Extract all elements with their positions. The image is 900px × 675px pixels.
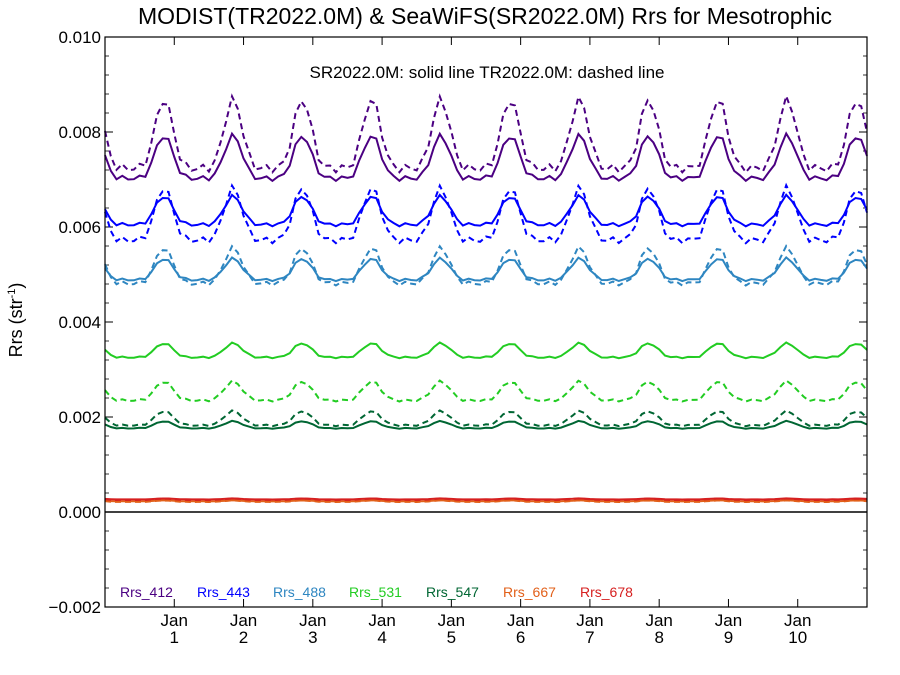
series-rrs_667-solid <box>104 499 868 503</box>
x-tick-label-month: Jan <box>645 611 672 630</box>
x-tick-label-month: Jan <box>438 611 465 630</box>
series-rrs_488-solid <box>104 255 868 283</box>
series-rrs_547-dashed <box>104 409 868 428</box>
x-tick-label-year: 7 <box>585 628 594 647</box>
y-tick-label: 0.010 <box>58 28 101 47</box>
y-axis-label: Rrs (str-1) <box>6 283 26 358</box>
legend-rrs_531: Rrs_531 <box>349 584 402 600</box>
x-tick-label-month: Jan <box>507 611 534 630</box>
series-rrs_531-dashed <box>104 379 868 403</box>
y-tick-label: 0.000 <box>58 503 101 522</box>
legend-rrs_547: Rrs_547 <box>426 584 479 600</box>
series-rrs_412-solid <box>104 131 868 183</box>
x-tick-label-year: 9 <box>724 628 733 647</box>
series-rrs_547-solid <box>104 419 868 430</box>
x-tick-label-year: 10 <box>788 628 807 647</box>
series-rrs_531-solid <box>104 341 868 360</box>
y-tick-label: 0.002 <box>58 408 101 427</box>
y-tick-label: −0.002 <box>49 598 101 617</box>
series-group <box>104 92 868 513</box>
x-tick-label-year: 5 <box>447 628 456 647</box>
y-tick-label: 0.008 <box>58 123 101 142</box>
legend-rrs_667: Rrs_667 <box>503 584 556 600</box>
x-tick-label-year: 8 <box>654 628 663 647</box>
legend-rrs_443: Rrs_443 <box>197 584 250 600</box>
y-tick-label: 0.006 <box>58 218 101 237</box>
x-tick-label-year: 2 <box>239 628 248 647</box>
x-tick-label-month: Jan <box>715 611 742 630</box>
plot-frame <box>104 36 868 608</box>
y-axis-label-main: Rrs (str <box>6 298 26 357</box>
chart-title: MODIST(TR2022.0M) & SeaWiFS(SR2022.0M) R… <box>138 3 832 29</box>
x-tick-label-month: Jan <box>161 611 188 630</box>
series-rrs_443-solid <box>104 193 868 228</box>
x-tick-label-year: 6 <box>516 628 525 647</box>
series-rrs_488-dashed <box>104 244 868 287</box>
x-tick-label-year: 4 <box>377 628 386 647</box>
x-tick-label-year: 1 <box>170 628 179 647</box>
y-axis-label-end: ) <box>6 283 26 289</box>
x-tick-label-month: Jan <box>784 611 811 630</box>
y-axis-label-sup: -1 <box>6 289 18 299</box>
series-rrs_412-dashed <box>104 92 868 174</box>
series-rrs_678-solid <box>104 497 868 501</box>
x-tick-label-year: 3 <box>308 628 317 647</box>
series-rrs_443-dashed <box>104 182 868 245</box>
legend-rrs_488: Rrs_488 <box>273 584 326 600</box>
legend-rrs_412: Rrs_412 <box>120 584 173 600</box>
legend: Rrs_412 Rrs_443 Rrs_488 Rrs_531 Rrs_547 Rrs_6… <box>120 584 633 600</box>
x-tick-label-month: Jan <box>576 611 603 630</box>
x-tick-label-month: Jan <box>230 611 257 630</box>
x-tick-label-month: Jan <box>368 611 395 630</box>
chart-subtitle: SR2022.0M: solid line TR2022.0M: dashed … <box>309 63 664 82</box>
legend-rrs_678: Rrs_678 <box>580 584 633 600</box>
y-ticks: 0.010 0.008 0.006 0.004 0.002 0.000 −0.002 <box>49 28 867 617</box>
x-ticks: Jan1Jan2Jan3Jan4Jan5Jan6Jan7Jan8Jan9Jan1… <box>161 37 811 647</box>
x-tick-label-month: Jan <box>299 611 326 630</box>
y-tick-label: 0.004 <box>58 313 101 332</box>
